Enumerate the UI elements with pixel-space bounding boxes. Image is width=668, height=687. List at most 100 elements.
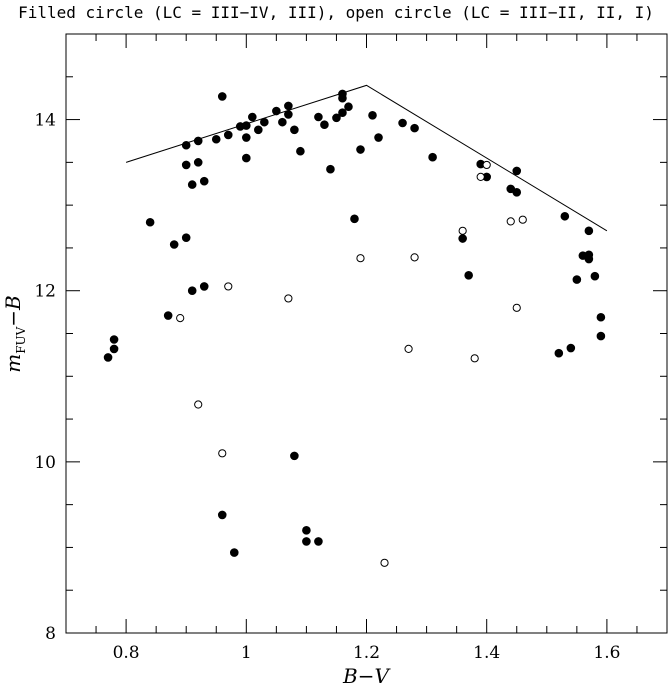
filled-point [242,121,251,130]
filled-point [560,211,570,221]
filled-point [464,271,473,280]
open-point [218,449,227,458]
x-tick-label: 1 [241,643,252,663]
axis-tick-labels: 0.8 1 1.2 1.4 1.6 8 10 12 14 [34,111,620,663]
filled-point [410,123,419,133]
filled-point [368,110,377,120]
filled-point [302,537,311,546]
filled-point [109,335,119,344]
filled-point [187,180,197,189]
open-point [410,253,419,262]
filled-point [229,548,239,557]
filled-point [242,153,251,163]
open-point [458,226,467,235]
filled-point [254,125,263,135]
filled-point [260,117,269,127]
filled-point [374,133,383,142]
envelope-polyline [125,84,608,232]
filled-point [428,152,437,162]
filled-point [302,526,311,535]
x-tick-label: 1.4 [473,643,500,663]
filled-point [181,233,191,242]
open-point [176,313,185,323]
filled-point [512,166,522,176]
envelope-line [125,84,608,232]
filled-point [398,118,407,128]
open-point [404,344,413,354]
filled-point [344,102,353,112]
filled-point [217,92,227,101]
open-point [512,303,521,312]
x-axis-label: B−V [342,664,391,687]
filled-point [193,136,203,146]
open-point [476,172,485,182]
filled-point [272,106,281,116]
filled-point [181,140,191,150]
y-tick-label: 10 [34,453,56,473]
x-tick-label: 1.6 [593,643,620,663]
filled-point [284,101,293,111]
filled-point [109,344,119,354]
filled-point [242,133,251,142]
filled-point [199,282,209,291]
open-point [194,400,203,409]
filled-point [584,254,594,264]
filled-point [278,117,287,127]
open-point [506,217,515,226]
filled-point [103,353,113,362]
x-tick-label: 1.2 [353,643,380,663]
y-tick-label: 8 [45,624,56,644]
filled-point [217,510,227,520]
filled-point [338,93,347,103]
filled-point [193,158,203,167]
y-axis-label: mFUV−B [1,295,28,373]
filled-point [584,226,594,236]
x-tick-label: 0.8 [113,643,140,663]
filled-point [248,112,257,122]
filled-point [314,537,323,546]
data-points [103,89,606,567]
filled-point [223,130,233,140]
open-point [470,354,479,363]
y-axis-label-main: m [1,354,25,373]
filled-point [296,146,305,156]
filled-point [458,234,467,243]
open-point [380,558,389,567]
filled-point [284,110,293,119]
open-point [356,254,365,263]
y-axis-label-tail: −B [1,295,25,326]
plot-frame [65,33,668,634]
y-tick-label: 12 [34,282,56,302]
open-point [518,215,527,224]
filled-point [512,188,522,197]
chart-title: Filled circle (LC = III−IV, III), open c… [18,3,654,22]
filled-point [590,271,600,281]
open-point [482,160,491,170]
y-axis-label-sub: FUV [14,326,28,353]
filled-point [290,125,299,135]
filled-point [181,160,191,170]
filled-point [199,176,209,186]
y-tick-label: 14 [34,111,56,131]
filled-point [290,451,299,461]
filled-point [356,145,365,154]
filled-point [320,120,329,130]
open-point [284,294,293,303]
filled-point [169,240,179,249]
filled-point [554,348,564,358]
filled-point [338,108,347,118]
axis-ticks [65,33,668,634]
filled-point [332,113,341,123]
filled-point [211,134,221,144]
filled-point [572,275,582,284]
open-point [224,282,233,291]
filled-point [326,164,335,174]
filled-point [350,214,359,224]
filled-point [596,312,606,322]
filled-point [187,286,197,296]
filled-point [145,217,155,227]
filled-point [566,343,576,353]
filled-point [314,112,323,122]
filled-point [596,331,606,341]
